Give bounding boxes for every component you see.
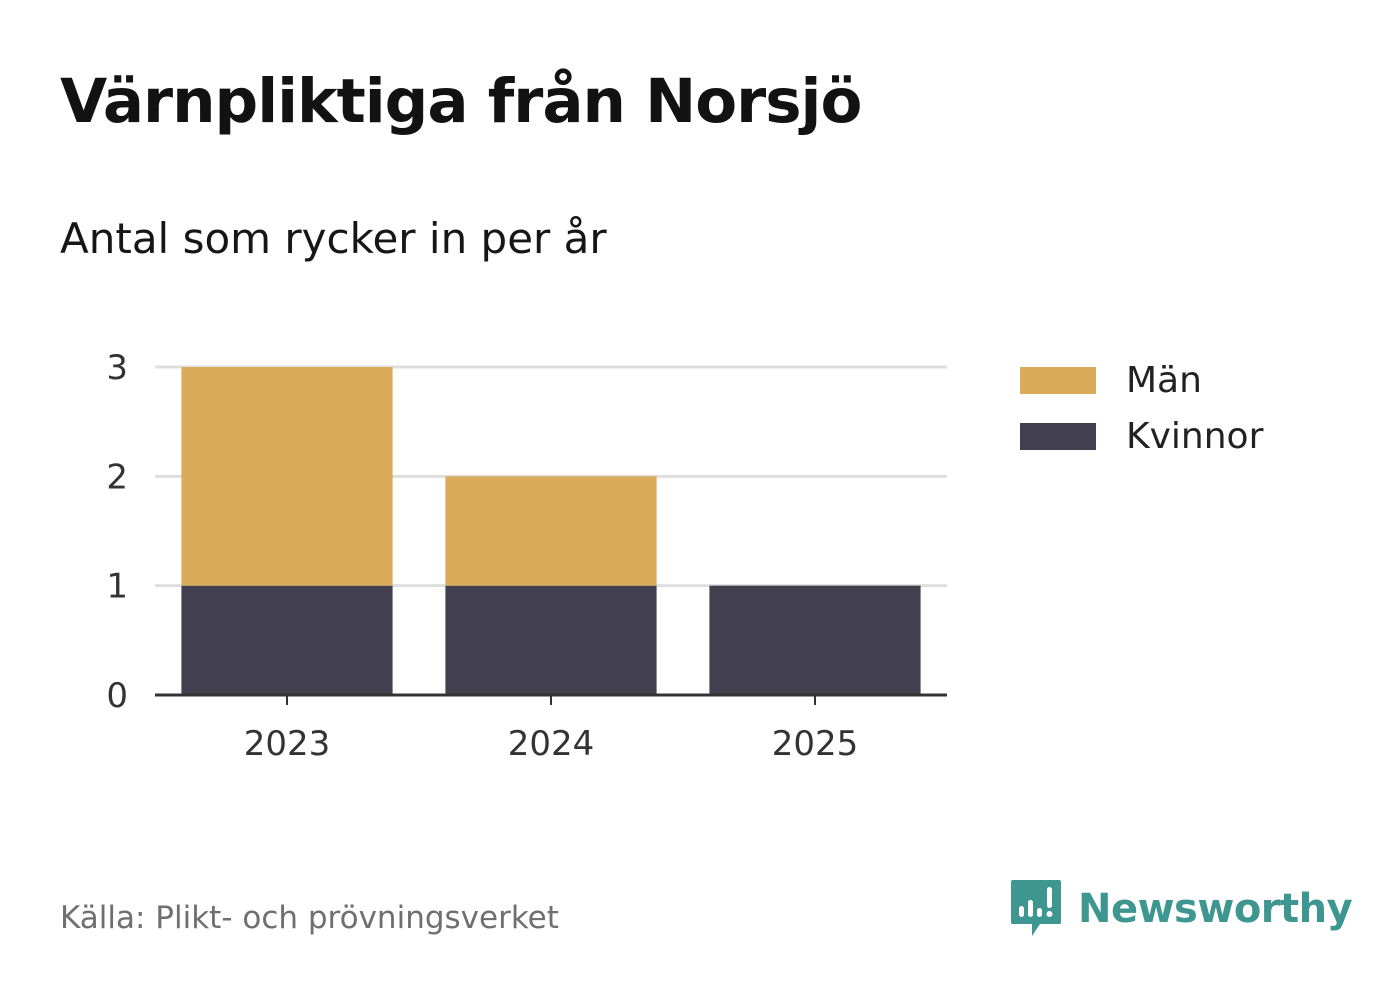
source-note: Källa: Plikt- och prövningsverket <box>60 900 559 936</box>
bar-2024-kvinnor <box>445 585 657 695</box>
legend-label-man: Män <box>1126 359 1202 401</box>
chart-speech-bubble-icon <box>1011 880 1061 936</box>
brand-name: Newsworthy <box>1078 886 1353 932</box>
y-tick-label-2: 2 <box>106 457 128 497</box>
legend-swatch-kvinnor <box>1020 422 1096 450</box>
y-tick-label-0: 0 <box>106 676 128 716</box>
legend-swatch-man <box>1020 366 1096 394</box>
legend-label-kvinnor: Kvinnor <box>1126 415 1264 457</box>
chart-legend: Män Kvinnor <box>1020 352 1263 464</box>
x-tick-label-2023: 2023 <box>244 724 331 764</box>
bar-2024-män <box>445 476 657 586</box>
bar-2023-kvinnor <box>181 585 393 695</box>
x-tick-label-2025: 2025 <box>772 724 859 764</box>
y-tick-label-1: 1 <box>106 567 128 607</box>
bar-2025-kvinnor <box>709 585 921 695</box>
chart-title: Värnpliktiga från Norsjö <box>60 66 862 137</box>
chart-subtitle: Antal som rycker in per år <box>60 214 607 263</box>
legend-item-kvinnor: Kvinnor <box>1020 408 1263 464</box>
legend-item-man: Män <box>1020 352 1263 408</box>
x-tick-label-2024: 2024 <box>508 724 595 764</box>
brand-logo[interactable]: Newsworthy <box>1010 878 1353 940</box>
y-tick-label-3: 3 <box>106 348 128 388</box>
bar-2023-män <box>181 367 393 586</box>
